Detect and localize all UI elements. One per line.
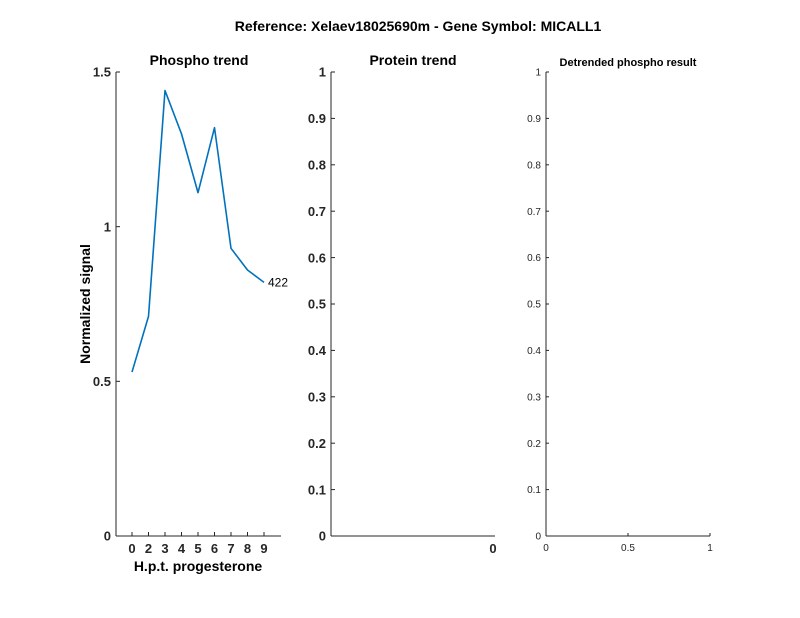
y-tick-label: 0.6	[527, 253, 541, 264]
y-tick-label: 0.3	[527, 392, 541, 403]
x-axis: 0 0.5 1	[543, 533, 713, 554]
y-tick-label: 1.5	[93, 65, 111, 80]
x-tick-label: 4	[178, 541, 186, 556]
panel-title: Phospho trend	[150, 52, 249, 68]
plot-lines: 422	[131, 89, 288, 373]
y-tick-label: 0.1	[308, 482, 326, 497]
y-tick-label: 1	[319, 65, 326, 80]
panel-title: Detrended phospho result	[560, 57, 697, 69]
figure-suptitle: Reference: Xelaev18025690m - Gene Symbol…	[235, 18, 602, 34]
x-tick-label: 0	[489, 541, 496, 556]
panel-title: Protein trend	[369, 52, 456, 68]
y-tick-label: 0.7	[308, 204, 326, 219]
x-tick-label: 0	[128, 541, 135, 556]
y-tick-label: 0.8	[527, 160, 541, 171]
y-tick-label: 0.3	[308, 389, 326, 404]
y-tick-label: 0.8	[308, 157, 326, 172]
x-tick-label: 1	[707, 543, 713, 554]
y-tick-label: 0.9	[527, 114, 541, 125]
series-line	[131, 89, 265, 373]
y-axis: 0 0.1 0.2 0.3 0.4 0.5 0.6 0.7 0.8 0.9 1	[527, 68, 549, 543]
y-tick-label: 1	[535, 68, 541, 79]
y-tick-label: 0	[319, 529, 326, 544]
x-tick-label: 5	[194, 541, 201, 556]
x-tick-label: 7	[227, 541, 234, 556]
y-tick-label: 0.4	[308, 343, 327, 358]
y-tick-label: 0.5	[93, 374, 111, 389]
y-tick-label: 0.4	[527, 346, 541, 357]
panel-protein-trend: Protein trend 00.10.20.30.40.50.60.70.80…	[308, 52, 497, 556]
panel-detrended-phospho: Detrended phospho result 0 0.1 0.2 0.3 0.4 0.…	[527, 57, 713, 554]
y-axis: 0 0.1 0.2 0.3 0.4 0.5 0.6 0.7 0.8 0.9 1	[308, 65, 335, 544]
y-tick-label: 0.9	[308, 111, 326, 126]
y-tick-label: 0	[104, 529, 111, 544]
y-tick-label: 1	[104, 219, 111, 234]
y-tick-label: 0.2	[527, 439, 541, 450]
x-tick-label: 9	[260, 541, 267, 556]
y-tick-label: 0.5	[527, 300, 541, 311]
y-tick-label: 0.5	[308, 297, 326, 312]
y-tick-label: 0.7	[527, 207, 541, 218]
y-tick-label: 0.6	[308, 250, 326, 265]
series-end-label: 422	[268, 275, 288, 289]
x-tick-label: 0	[543, 543, 549, 554]
x-tick-label: 3	[161, 541, 168, 556]
x-axis: 0	[331, 535, 497, 556]
x-tick-label: 2	[145, 541, 152, 556]
x-tick-label: 6	[211, 541, 218, 556]
x-tick-label: 0.5	[621, 543, 635, 554]
x-axis-label: H.p.t. progesterone	[134, 558, 263, 574]
y-axis-label: Normalized signal	[77, 244, 93, 364]
y-tick-label: 0.1	[527, 485, 541, 496]
y-tick-label: 0	[535, 532, 541, 543]
y-axis: 0 0.5 1 1.5	[93, 65, 120, 544]
x-tick-label: 8	[244, 541, 251, 556]
y-tick-label: 0.2	[308, 436, 326, 451]
